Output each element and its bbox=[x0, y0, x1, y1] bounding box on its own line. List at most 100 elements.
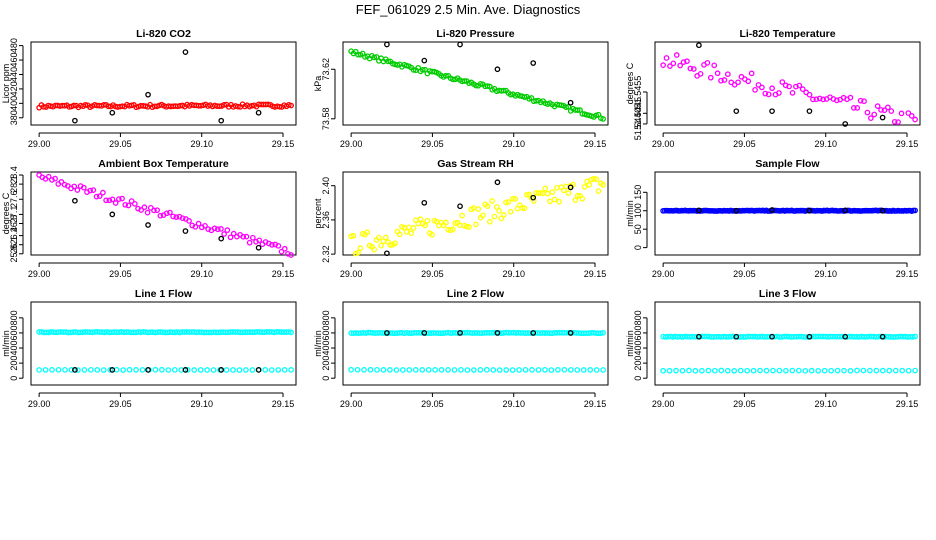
y-tick-label: 460 bbox=[9, 53, 19, 68]
data-point bbox=[707, 74, 714, 81]
x-tick-label: 29.10 bbox=[502, 139, 525, 149]
data-point bbox=[503, 367, 510, 373]
data-point bbox=[151, 207, 157, 214]
data-point bbox=[443, 219, 449, 226]
y-tick-label: 0 bbox=[633, 376, 643, 381]
data-point bbox=[224, 227, 231, 234]
data-point bbox=[542, 366, 548, 373]
data-point bbox=[163, 210, 170, 217]
data-point bbox=[133, 367, 139, 373]
data-point bbox=[230, 367, 236, 373]
marker-point bbox=[806, 333, 813, 340]
data-point bbox=[549, 189, 556, 195]
data-point bbox=[49, 366, 55, 373]
y-tick-label: 800 bbox=[321, 310, 331, 325]
data-point bbox=[796, 82, 803, 89]
chart-title: Line 2 Flow bbox=[447, 288, 505, 300]
data-point bbox=[770, 367, 776, 374]
data-point bbox=[500, 212, 507, 218]
data-point bbox=[565, 103, 572, 110]
data-point bbox=[912, 367, 918, 374]
data-point bbox=[126, 366, 133, 373]
data-point bbox=[350, 232, 357, 239]
data-point bbox=[660, 62, 666, 69]
marker-point bbox=[733, 333, 740, 340]
data-point bbox=[392, 240, 398, 247]
data-point bbox=[167, 209, 173, 216]
chart-title: Line 3 Flow bbox=[759, 288, 817, 300]
y-tick-label: 27.6 bbox=[9, 190, 19, 208]
data-point bbox=[71, 183, 78, 190]
y-tick-label: 0 bbox=[9, 376, 19, 381]
data-point bbox=[473, 221, 479, 228]
data-point bbox=[763, 367, 770, 374]
data-point bbox=[554, 184, 560, 191]
marker-point bbox=[879, 114, 886, 121]
data-point bbox=[572, 197, 579, 204]
marker-point bbox=[879, 333, 886, 340]
y-tick-label: 200 bbox=[321, 356, 331, 371]
data-point bbox=[230, 230, 237, 237]
data-point bbox=[519, 205, 526, 211]
plot-frame bbox=[654, 301, 921, 386]
data-point bbox=[131, 200, 138, 207]
data-point bbox=[868, 115, 874, 121]
data-point bbox=[757, 367, 763, 374]
data-point bbox=[120, 367, 126, 373]
marker-point bbox=[842, 207, 849, 214]
data-point bbox=[410, 225, 417, 231]
data-point bbox=[744, 367, 750, 374]
data-point bbox=[450, 226, 456, 233]
data-point bbox=[425, 367, 432, 373]
data-point bbox=[399, 367, 406, 373]
data-point bbox=[878, 107, 884, 113]
page-title: FEF_061029 2.5 Min. Ave. Diagnostics bbox=[355, 2, 581, 17]
marker-point bbox=[255, 244, 262, 251]
marker-point bbox=[769, 333, 775, 340]
data-point bbox=[195, 220, 202, 227]
data-point bbox=[393, 367, 400, 373]
data-point bbox=[537, 189, 544, 196]
y-tick-label: 51.5455 bbox=[633, 76, 643, 109]
data-point bbox=[58, 179, 65, 185]
data-point bbox=[529, 367, 535, 373]
data-point bbox=[265, 101, 271, 108]
data-point bbox=[705, 367, 712, 374]
data-point bbox=[432, 367, 438, 373]
data-point bbox=[367, 366, 374, 373]
data-point bbox=[871, 111, 878, 118]
data-point bbox=[406, 367, 413, 373]
data-point bbox=[555, 366, 561, 373]
data-point bbox=[61, 181, 68, 188]
data-point bbox=[854, 104, 861, 111]
marker-point bbox=[457, 330, 463, 336]
data-point bbox=[580, 367, 587, 373]
plot-frame bbox=[30, 171, 297, 256]
data-point bbox=[793, 83, 799, 90]
data-point bbox=[154, 207, 161, 214]
marker-point bbox=[72, 367, 78, 373]
plot-frame bbox=[654, 171, 921, 256]
plot-frame bbox=[342, 171, 609, 256]
data-point bbox=[235, 103, 241, 110]
data-point bbox=[223, 367, 230, 373]
x-tick-label: 29.10 bbox=[814, 399, 837, 409]
data-point bbox=[112, 200, 119, 206]
data-point bbox=[864, 109, 871, 116]
marker-point bbox=[494, 66, 501, 73]
y-tick-label: 440 bbox=[9, 67, 19, 82]
data-point bbox=[396, 231, 403, 238]
y-tick-label: 150 bbox=[633, 185, 643, 200]
data-point bbox=[106, 197, 113, 204]
data-point bbox=[776, 90, 782, 96]
data-point bbox=[82, 102, 89, 108]
data-point bbox=[170, 213, 176, 220]
data-point bbox=[789, 90, 796, 96]
data-point bbox=[475, 206, 482, 212]
x-tick-label: 29.00 bbox=[652, 269, 675, 279]
data-point bbox=[912, 207, 918, 214]
y-tick-label: 600 bbox=[633, 325, 643, 340]
marker-point bbox=[255, 109, 262, 116]
y-tick-label: 200 bbox=[633, 356, 643, 371]
x-tick-label: 29.15 bbox=[896, 139, 919, 149]
